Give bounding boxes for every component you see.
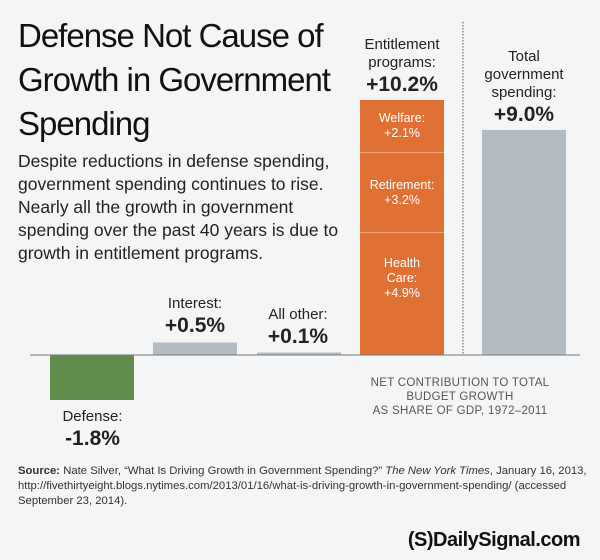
label-interest: Interest: +0.5% — [164, 295, 226, 337]
label-entitlement: Entitlement programs: +10.2% — [364, 36, 440, 96]
label-total: Total government spending: +9.0% — [484, 48, 564, 126]
label-all-other: All other: +0.1% — [267, 306, 329, 348]
axis-title: NET CONTRIBUTION TO TOTAL BUDGET GROWTH A… — [370, 377, 550, 417]
source-note: Source: Nate Silver, “What Is Driving Gr… — [18, 465, 587, 507]
bar-segment-health-care — [360, 232, 444, 355]
chart-subtitle: Despite reductions in defense spending, … — [18, 151, 339, 263]
bar-defense — [50, 355, 134, 400]
bar-all-other — [257, 352, 341, 355]
bar-total — [482, 130, 566, 355]
bar-segment-welfare — [360, 100, 444, 153]
label-defense: Defense: -1.8% — [62, 408, 123, 450]
segment-label-health-care: Health Care: +4.9% — [383, 256, 421, 301]
chart-title: Defense Not Cause of Growth in Governmen… — [18, 17, 331, 142]
bar-segment-retirement — [360, 152, 444, 233]
daily-signal-logo: (S)DailySignal.com — [407, 529, 581, 551]
segment-label-retirement: Retirement: +3.2% — [369, 177, 435, 207]
bar-interest — [153, 342, 237, 355]
segment-label-welfare: Welfare: +2.1% — [378, 111, 426, 141]
